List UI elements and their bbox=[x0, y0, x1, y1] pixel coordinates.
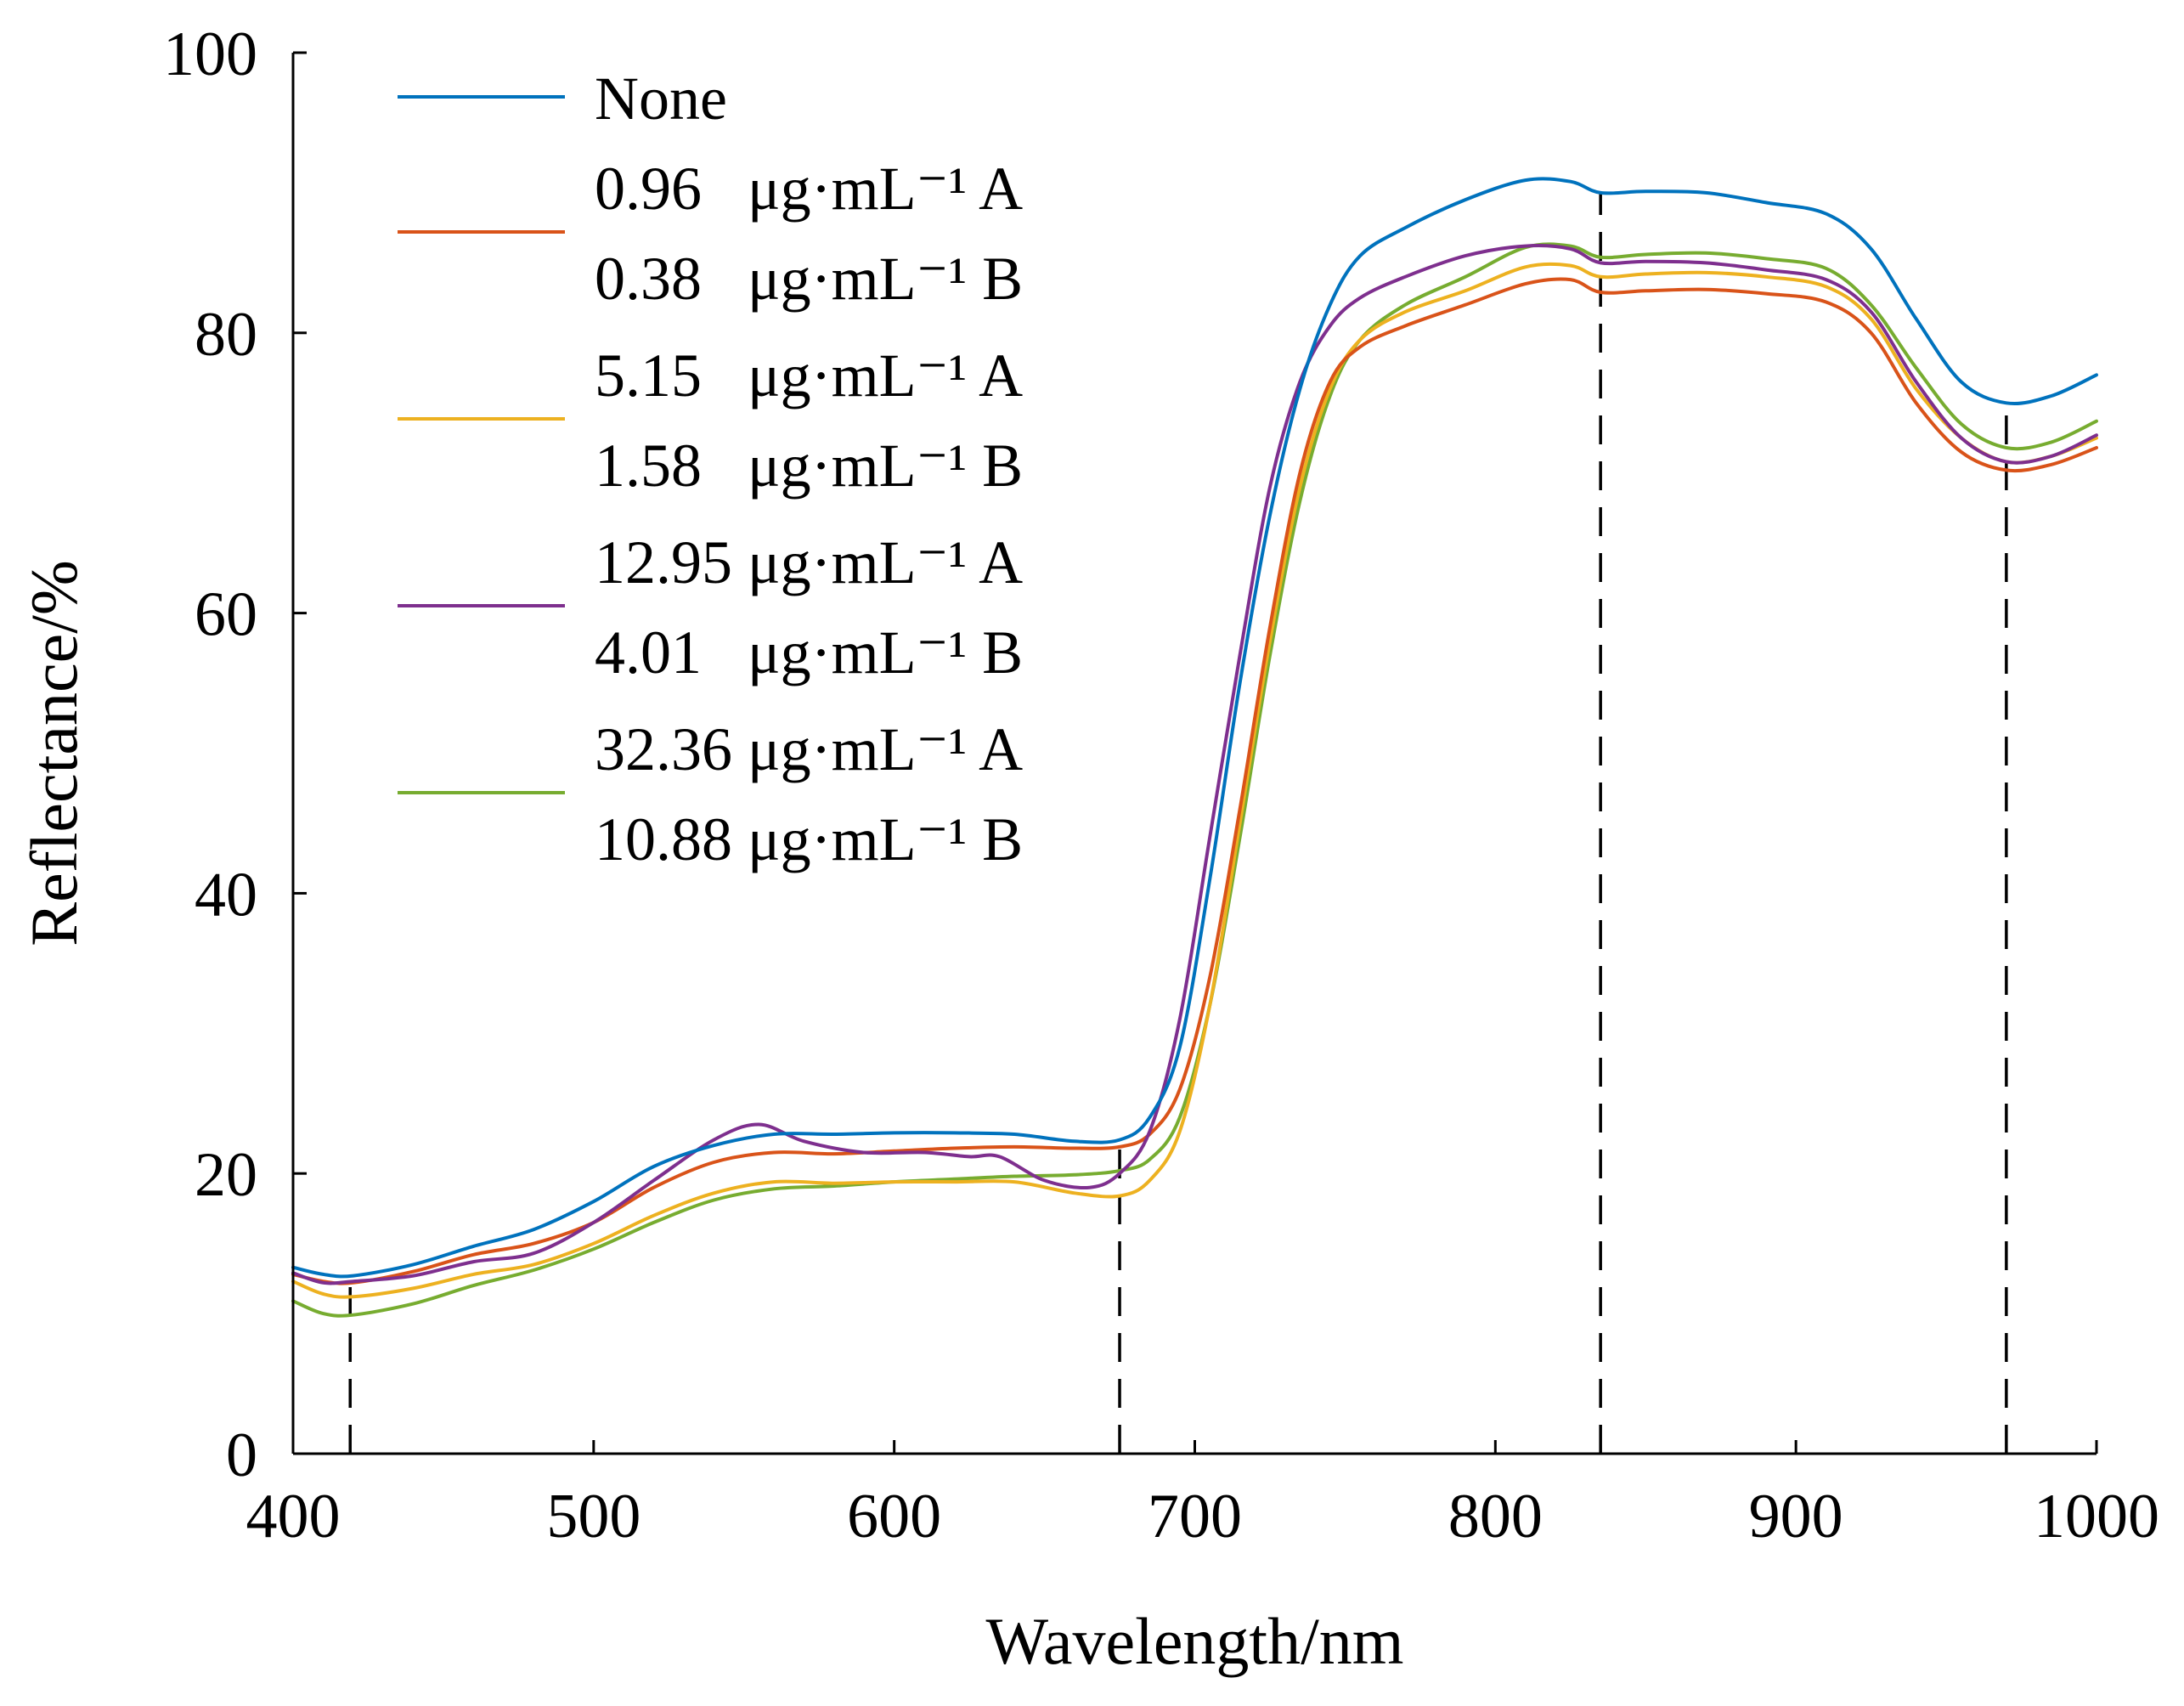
x-tick-label: 900 bbox=[1749, 1482, 1843, 1551]
x-tick-label: 400 bbox=[246, 1482, 341, 1551]
legend-label: 0.38 μg·mL⁻¹ B bbox=[595, 245, 1023, 313]
y-tick-label: 0 bbox=[226, 1421, 257, 1490]
legend-label: 12.95 μg·mL⁻¹ A bbox=[595, 528, 1023, 596]
y-axis-title: Reflectance/% bbox=[17, 560, 91, 946]
y-tick-label: 60 bbox=[195, 580, 257, 650]
marker-lines bbox=[348, 192, 2008, 1454]
x-tick-label: 600 bbox=[847, 1482, 941, 1551]
legend: None 0.96 μg·mL⁻¹ A 0.38 μg·mL⁻¹ B 5.15 μg·… bbox=[398, 65, 1023, 873]
x-tick-label: 800 bbox=[1448, 1482, 1543, 1551]
x-tick-label: 700 bbox=[1148, 1482, 1242, 1551]
legend-label: 32.36 μg·mL⁻¹ A bbox=[595, 715, 1023, 783]
series-line bbox=[291, 242, 2098, 1318]
legend-label: 10.88 μg·mL⁻¹ B bbox=[595, 805, 1023, 873]
y-tick-label: 20 bbox=[195, 1140, 257, 1210]
axes bbox=[291, 53, 2097, 1455]
x-axis-title: Wavelength/nm bbox=[986, 1604, 1404, 1678]
legend-label: 1.58 μg·mL⁻¹ B bbox=[595, 432, 1023, 500]
series-line bbox=[291, 262, 2098, 1299]
y-tick-label: 80 bbox=[195, 300, 257, 370]
series-line bbox=[291, 177, 2098, 1279]
series-line bbox=[291, 277, 2098, 1285]
legend-label: None bbox=[595, 65, 727, 133]
y-tick-label: 40 bbox=[195, 860, 257, 929]
legend-label: 0.96 μg·mL⁻¹ A bbox=[595, 155, 1023, 223]
legend-label: 4.01 μg·mL⁻¹ B bbox=[595, 619, 1023, 686]
y-axis-ticks: 0 20 40 60 80 100 bbox=[163, 20, 307, 1490]
x-tick-label: 500 bbox=[546, 1482, 641, 1551]
y-tick-label: 100 bbox=[163, 20, 257, 89]
x-tick-label: 1000 bbox=[2034, 1482, 2159, 1551]
series-line bbox=[291, 244, 2098, 1285]
x-axis-ticks: 400 500 600 700 800 900 1000 bbox=[246, 1440, 2159, 1551]
legend-label: 5.15 μg·mL⁻¹ A bbox=[595, 342, 1023, 410]
series-lines bbox=[291, 177, 2098, 1318]
